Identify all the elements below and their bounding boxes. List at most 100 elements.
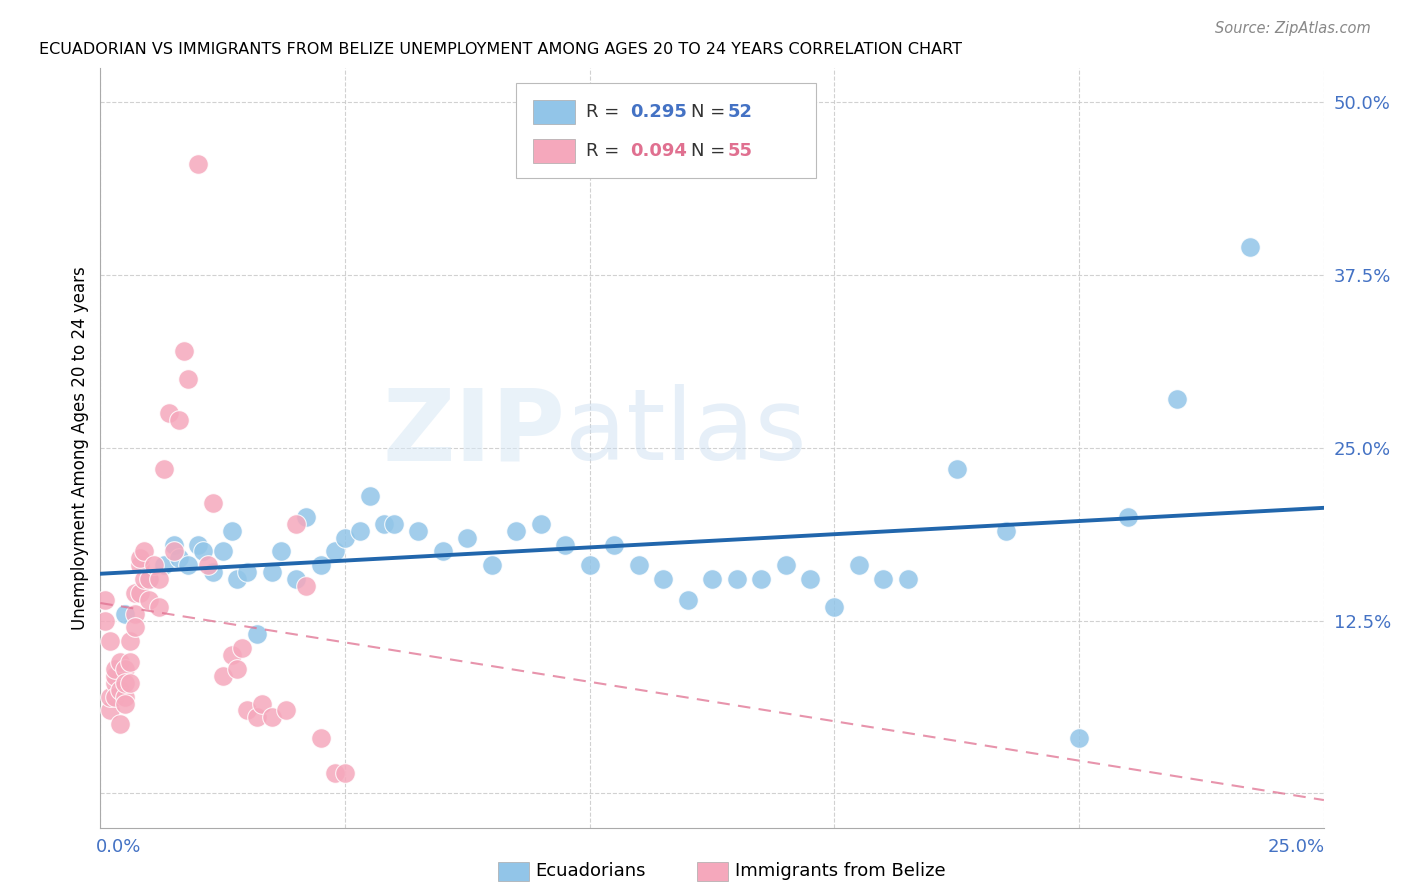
Point (114, 675, 136, 690)
Point (270, 544, 292, 558)
Point (177, 558, 200, 573)
Point (323, 544, 346, 558)
Text: ECUADORIAN VS IMMIGRANTS FROM BELIZE UNEMPLOYMENT AMONG AGES 20 TO 24 YEARS CORR: ECUADORIAN VS IMMIGRANTS FROM BELIZE UNE… (39, 42, 962, 57)
Point (295, 509, 318, 524)
Point (652, 572, 675, 586)
Point (725, 572, 748, 586)
Text: Ecuadorians: Ecuadorians (536, 863, 647, 880)
FancyBboxPatch shape (533, 139, 575, 163)
Point (104, 669, 127, 683)
Point (118, 634, 141, 648)
Point (124, 620, 146, 634)
Point (432, 544, 454, 558)
Point (260, 710, 283, 724)
Point (187, 157, 209, 171)
Point (201, 496, 224, 510)
Point (138, 592, 160, 607)
Point (163, 544, 186, 558)
Point (295, 579, 318, 593)
Point (177, 372, 200, 386)
Point (167, 413, 190, 427)
Point (138, 572, 160, 586)
Point (627, 558, 650, 573)
Point (148, 599, 170, 614)
Point (799, 572, 821, 586)
Point (221, 524, 243, 538)
Point (848, 558, 870, 573)
Point (118, 655, 141, 669)
Point (1069, 731, 1091, 745)
Point (1239, 240, 1261, 254)
Point (98, 690, 121, 704)
Point (872, 572, 894, 586)
Point (775, 558, 797, 573)
Point (138, 572, 160, 586)
Point (104, 690, 127, 704)
Point (143, 558, 166, 573)
Text: 25.0%: 25.0% (1267, 838, 1324, 855)
Text: 0.295: 0.295 (630, 103, 688, 120)
Text: 55: 55 (728, 143, 754, 161)
Point (333, 531, 356, 545)
Point (1116, 509, 1139, 524)
Text: 0.0%: 0.0% (96, 838, 141, 855)
Point (191, 544, 214, 558)
Point (104, 675, 127, 690)
Text: Source: ZipAtlas.com: Source: ZipAtlas.com (1215, 21, 1371, 36)
Point (309, 731, 332, 745)
Point (456, 531, 478, 545)
Point (749, 572, 772, 586)
Point (211, 669, 233, 683)
Point (98, 703, 121, 717)
Point (153, 461, 176, 475)
Point (221, 648, 243, 662)
Point (481, 558, 503, 573)
Y-axis label: Unemployment Among Ages 20 to 24 years: Unemployment Among Ages 20 to 24 years (72, 266, 89, 630)
Point (276, 703, 298, 717)
Point (114, 697, 136, 711)
Point (676, 592, 699, 607)
Point (897, 572, 920, 586)
Point (382, 516, 405, 531)
Point (236, 565, 259, 579)
Point (128, 551, 150, 566)
Point (128, 586, 150, 600)
Text: 0.094: 0.094 (630, 143, 688, 161)
Text: N =: N = (692, 103, 731, 120)
Point (94, 592, 117, 607)
Point (505, 524, 527, 538)
Point (108, 655, 131, 669)
Point (124, 607, 146, 621)
Point (128, 558, 150, 573)
FancyBboxPatch shape (516, 83, 815, 178)
Point (349, 524, 371, 538)
Point (246, 710, 269, 724)
FancyBboxPatch shape (533, 100, 575, 124)
Text: N =: N = (692, 143, 731, 161)
Point (153, 558, 176, 573)
Point (226, 662, 249, 676)
Point (250, 697, 273, 711)
Point (578, 558, 600, 573)
Point (994, 524, 1017, 538)
Point (187, 537, 209, 551)
Point (173, 344, 195, 359)
Point (114, 662, 136, 676)
Text: R =: R = (586, 143, 626, 161)
Point (148, 572, 170, 586)
Point (359, 489, 381, 503)
Point (124, 586, 146, 600)
Point (373, 516, 395, 531)
Point (108, 682, 131, 697)
Point (114, 690, 136, 704)
Point (323, 765, 346, 780)
Point (163, 537, 186, 551)
Point (260, 565, 283, 579)
Point (285, 572, 308, 586)
Point (108, 717, 131, 731)
Point (554, 537, 576, 551)
Point (167, 551, 190, 566)
Text: atlas: atlas (565, 384, 807, 481)
Text: 52: 52 (728, 103, 754, 120)
Point (236, 703, 259, 717)
